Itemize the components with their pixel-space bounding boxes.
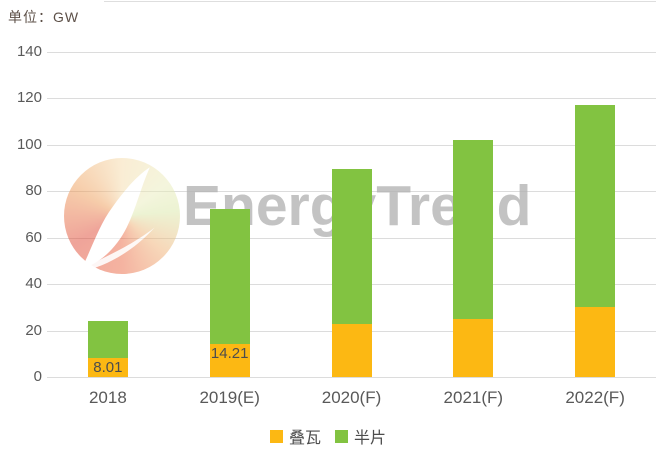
x-label-2020(F): 2020(F) xyxy=(321,388,382,407)
chart-legend: 叠瓦 半片 xyxy=(0,424,656,448)
bar-2022(F)-叠瓦 xyxy=(575,307,616,377)
legend-label: 半片 xyxy=(354,430,387,447)
legend-swatch-icon xyxy=(335,429,348,443)
bar-2020(F)-叠瓦 xyxy=(331,323,372,377)
logo-leaf-icon xyxy=(80,167,155,272)
x-label-2018: 2018 xyxy=(88,388,127,407)
bar-2018-半片 xyxy=(87,321,128,359)
bar-2020(F)-半片 xyxy=(331,169,372,324)
gridline-140 xyxy=(47,52,656,53)
bar-2021(F)-半片 xyxy=(453,140,494,319)
legend-label: 叠瓦 xyxy=(288,430,321,447)
y-tick-label-140: 140 xyxy=(16,43,42,60)
y-tick-label-0: 0 xyxy=(33,368,42,385)
gridline-120 xyxy=(47,98,656,100)
energytrend-logo-icon xyxy=(64,158,180,274)
x-label-2019(E): 2019(E) xyxy=(199,388,260,407)
bar-2021(F)-叠瓦 xyxy=(453,318,494,377)
x-label-2022(F): 2022(F) xyxy=(565,388,625,407)
top-border-line xyxy=(104,1,656,2)
y-tick-label-40: 40 xyxy=(25,275,42,293)
gridline-100 xyxy=(47,144,656,146)
bar-2018-叠瓦 xyxy=(87,358,128,377)
bar-2022(F)-半片 xyxy=(575,105,616,308)
bar-2019(E)-半片 xyxy=(209,209,250,344)
legend-swatch-icon xyxy=(269,429,283,443)
y-tick-label-100: 100 xyxy=(16,135,42,153)
data-label-2019(E)-叠瓦: 14.21 xyxy=(210,345,249,362)
data-label-2018-叠瓦: 8.01 xyxy=(93,359,123,377)
y-tick-label-120: 120 xyxy=(16,89,42,107)
y-tick-label-60: 60 xyxy=(25,228,42,246)
x-label-2021(F): 2021(F) xyxy=(443,388,504,407)
gridline-0 xyxy=(47,377,656,378)
logo-gradient-circle xyxy=(64,158,180,274)
y-tick-label-80: 80 xyxy=(25,182,42,200)
legend-item-半片: 半片 xyxy=(335,424,386,448)
legend-item-叠瓦: 叠瓦 xyxy=(269,424,321,448)
y-tick-label-20: 20 xyxy=(25,321,42,339)
unit-label: 单位：GW xyxy=(8,9,80,25)
bar-2019(E)-叠瓦 xyxy=(209,344,250,377)
